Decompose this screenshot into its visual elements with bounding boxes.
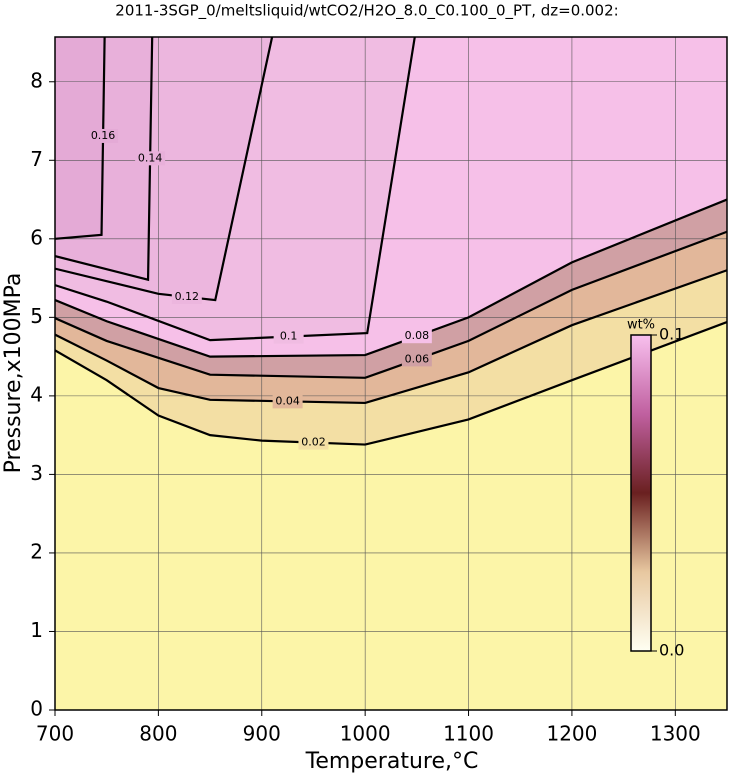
y-tick-label: 3 <box>30 461 43 485</box>
contour-line <box>55 321 727 446</box>
y-tick-label: 4 <box>30 382 43 406</box>
contour-line <box>55 37 416 342</box>
colorbar-tick-label: 0.0 <box>659 641 684 660</box>
contour-line <box>55 230 727 379</box>
contour-label: 0.02 <box>301 436 326 449</box>
contour-label: 0.06 <box>405 352 430 365</box>
contour-label: 0.04 <box>275 394 300 407</box>
contour-label-bg <box>298 435 329 450</box>
colorbar-label: wt% <box>627 318 655 333</box>
axes: 700 800 900 1000 1100 1200 1300012345678wt%0.0… <box>30 36 728 746</box>
y-tick-label: 1 <box>30 618 43 642</box>
contour-label-bg <box>171 289 202 304</box>
contour-label: 0.16 <box>91 129 116 142</box>
contour-fill <box>55 37 105 239</box>
contour-label: 0.12 <box>175 290 200 303</box>
x-tick-label: 1100 <box>443 722 494 746</box>
y-tick-label: 7 <box>30 147 43 171</box>
contour-line <box>55 37 154 282</box>
y-tick-label: 6 <box>30 225 43 249</box>
contour-line <box>55 37 106 240</box>
y-tick-label: 5 <box>30 304 43 328</box>
contour-label-bg <box>272 394 303 409</box>
chart-title: 2011-3SGP_0/meltsliquid/wtCO2/H2O_8.0_C0… <box>115 2 618 21</box>
y-axis-label: Pressure,x100MPa <box>1 273 26 474</box>
contour-label: 0.08 <box>405 329 430 342</box>
x-tick-label: 700 <box>36 722 74 746</box>
x-tick-label: 800 <box>139 722 177 746</box>
x-tick-label: 1300 <box>650 722 701 746</box>
x-tick-label: 1200 <box>546 722 597 746</box>
y-tick-label: 8 <box>30 68 43 92</box>
contour-line <box>55 198 727 358</box>
colorbar <box>630 334 652 652</box>
colorbar-tick-label: 0.1 <box>659 325 684 344</box>
x-tick-label: 1000 <box>340 722 391 746</box>
contour-label-bg <box>401 352 432 367</box>
plot-frame <box>54 36 728 711</box>
plot-area: 0.02 0.04 0.06 0.08 0.1 0.12 0.14 0.16 <box>55 37 727 710</box>
y-tick-label: 0 <box>30 697 43 721</box>
contour-label-bg <box>273 329 304 344</box>
contour-label-bg <box>88 128 119 143</box>
x-tick-label: 900 <box>243 722 281 746</box>
x-axis-label: Temperature,°C <box>305 749 479 774</box>
contour-label-bg <box>401 329 432 344</box>
contour-label: 0.1 <box>280 330 298 343</box>
contour-label: 0.14 <box>138 151 163 164</box>
contour-label-bg <box>135 151 166 166</box>
y-tick-label: 2 <box>30 539 43 563</box>
